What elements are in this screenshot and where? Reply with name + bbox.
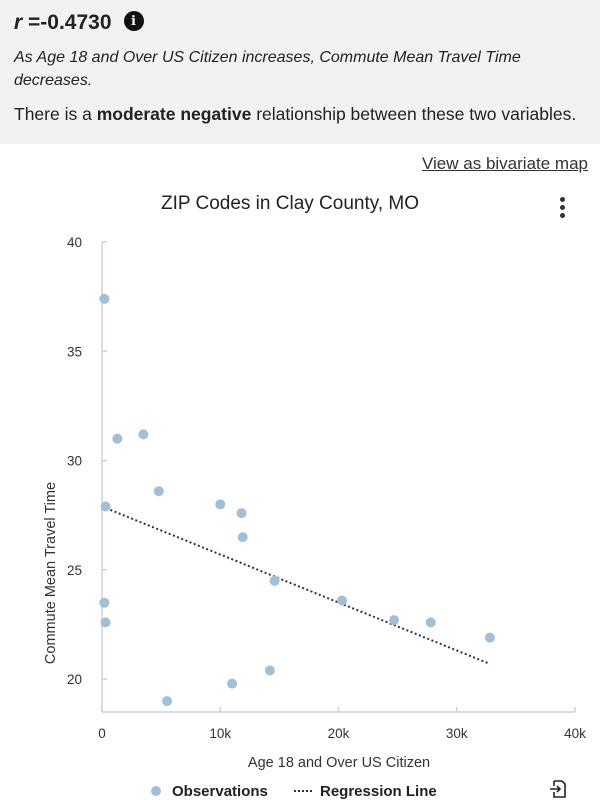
view-bivariate-map-link[interactable]: View as bivariate map [422, 154, 588, 173]
chart-title: ZIP Codes in Clay County, MO [161, 193, 419, 214]
observation-point[interactable] [162, 696, 173, 707]
observation-point[interactable] [99, 293, 110, 304]
scatter-chart: ZIP Codes in Clay County, MO 2025303540 … [43, 193, 586, 800]
y-tick-label: 35 [67, 344, 82, 359]
chart-panel: View as bivariate map [0, 144, 600, 800]
x-tick-label: 0 [98, 726, 106, 741]
relationship-strength-sentence: There is a moderate negative relationshi… [14, 103, 586, 125]
x-tick-label: 10k [209, 726, 231, 741]
relation-prefix: There is a [14, 104, 97, 124]
x-axis: 0 10k 20k 30k 40k [98, 707, 586, 741]
y-tick-label: 40 [67, 235, 82, 250]
observation-point[interactable] [100, 501, 111, 512]
observation-point[interactable] [138, 429, 149, 440]
r-value: =-0.4730 [28, 11, 112, 34]
legend-observations-marker [151, 786, 161, 796]
regression-line-group [101, 505, 491, 665]
observation-point[interactable] [389, 615, 400, 626]
y-tick-label: 30 [67, 454, 82, 469]
x-tick-label: 40k [564, 726, 586, 741]
x-axis-title: Age 18 and Over US Citizen [248, 755, 430, 771]
observation-point[interactable] [100, 617, 111, 628]
observation-point[interactable] [425, 617, 436, 628]
observation-point[interactable] [112, 433, 123, 444]
observation-point[interactable] [484, 632, 495, 643]
observation-point[interactable] [237, 532, 248, 543]
observation-point[interactable] [269, 575, 280, 586]
observation-point[interactable] [153, 486, 164, 497]
y-tick-label: 25 [67, 563, 82, 578]
correlation-summary: r =-0.4730 i As Age 18 and Over US Citiz… [0, 0, 600, 144]
correlation-coefficient: r =-0.4730 i [14, 8, 586, 38]
kebab-menu-icon[interactable] [552, 194, 572, 224]
relation-suffix: relationship between these two variables… [251, 104, 577, 124]
x-tick-label: 30k [446, 726, 468, 741]
relationship-description: As Age 18 and Over US Citizen increases,… [14, 49, 521, 89]
observation-point[interactable] [215, 499, 226, 510]
legend: Observations Regression Line [151, 783, 437, 800]
observation-point[interactable] [236, 508, 247, 519]
r-symbol: r [14, 11, 23, 34]
observation-point[interactable] [264, 665, 275, 676]
export-icon[interactable] [548, 778, 570, 800]
y-tick-label: 20 [67, 672, 82, 687]
regression-line [101, 505, 491, 665]
observation-point[interactable] [227, 678, 238, 689]
legend-observations-label: Observations [172, 783, 268, 800]
r-value-text: r =-0.4730 [14, 11, 112, 35]
legend-regression-label: Regression Line [320, 783, 437, 800]
info-icon[interactable]: i [123, 11, 144, 31]
observation-point[interactable] [337, 595, 348, 606]
relation-strength: moderate negative [96, 104, 252, 124]
observations-group [99, 293, 495, 707]
y-axis: 20 25 30 35 40 [67, 235, 107, 712]
observation-point[interactable] [99, 597, 110, 608]
x-tick-label: 20k [328, 726, 350, 741]
y-axis-title: Commute Mean Travel Time [43, 482, 59, 664]
